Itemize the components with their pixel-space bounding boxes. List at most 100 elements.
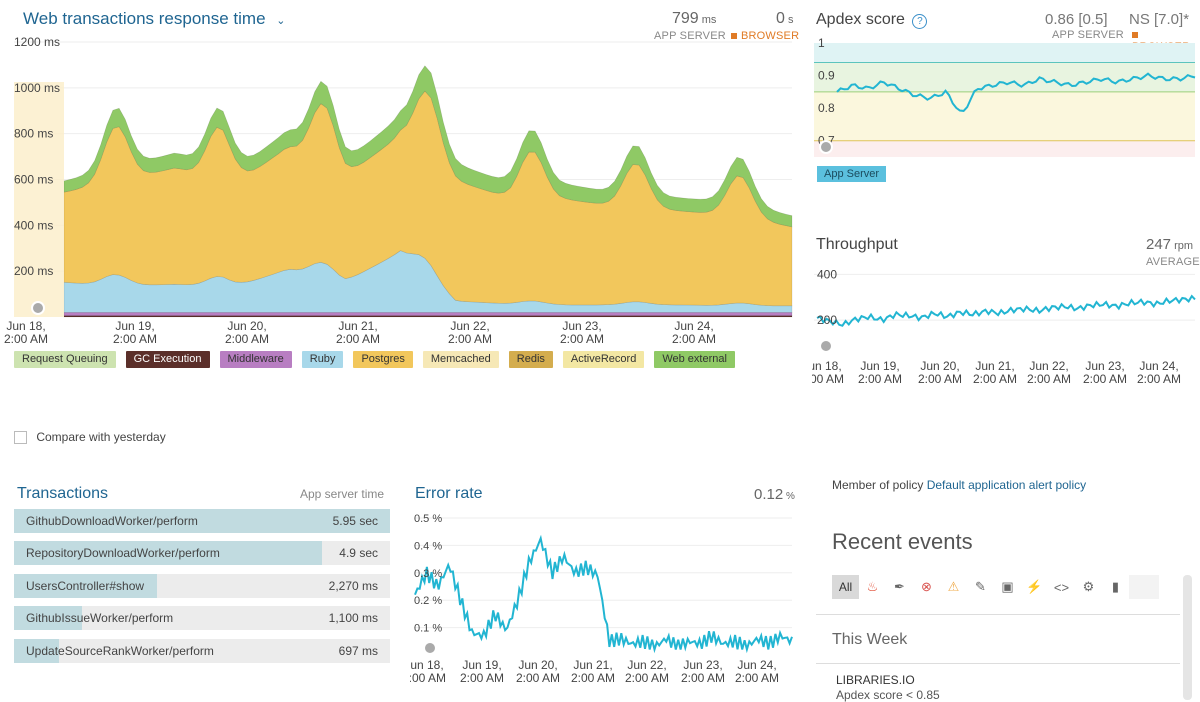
app-server-metric: 799 ms — [672, 10, 717, 27]
transaction-value: 697 ms — [338, 644, 378, 658]
this-week-heading: This Week — [832, 631, 908, 648]
toggle-knob-icon[interactable] — [31, 301, 45, 315]
legend-chip[interactable]: Middleware — [219, 351, 292, 368]
apdex-band-good — [814, 62, 1195, 92]
chevron-down-icon[interactable]: ⌄ — [276, 15, 286, 27]
x-tick-label: Jun 23, — [1085, 359, 1124, 373]
transaction-bar — [14, 574, 157, 598]
error-rate-chart[interactable]: 0.5 %0.4 %0.3 %0.2 %0.1 % Jun 18,2:00 AM… — [410, 505, 800, 695]
error-rate-value: 0.12 % — [754, 486, 795, 503]
toggle-knob-icon[interactable] — [819, 339, 833, 353]
toggle-knob-icon[interactable] — [819, 140, 833, 154]
x-tick-label: 2:00 AM — [625, 671, 669, 685]
x-tick-label: Jun 22, — [1029, 359, 1068, 373]
y-tick-label: 800 ms — [14, 127, 53, 141]
x-tick-label: 2:00 AM — [560, 332, 604, 346]
transaction-row[interactable]: UpdateSourceRankWorker/perform 697 ms — [14, 639, 390, 663]
area-middleware — [63, 312, 793, 316]
legend-chip[interactable]: Ruby — [301, 351, 344, 368]
x-tick-label: 2:00 AM — [225, 332, 269, 346]
transaction-row[interactable]: UsersController#show 2,270 ms — [14, 574, 390, 598]
y-tick-label: 0.2 % — [414, 595, 442, 607]
transaction-value: 5.95 sec — [332, 514, 378, 528]
events-scrollbar[interactable] — [1183, 575, 1192, 700]
policy-link[interactable]: Default application alert policy — [926, 478, 1087, 492]
compare-checkbox[interactable] — [14, 431, 27, 445]
x-tick-label: Jun 20, — [518, 658, 557, 672]
apdex-title: Apdex score ? — [816, 11, 928, 29]
x-tick-label: 2:00 AM — [735, 671, 779, 685]
event-filter-bar: All ♨ ✒ ⊗ ⚠ ✎ ▣ ⚡ <> ⚙ ▮ — [832, 575, 1159, 599]
transaction-row[interactable]: GithubDownloadWorker/perform 5.95 sec — [14, 509, 390, 533]
y-tick-label: 400 — [817, 267, 837, 281]
x-tick-label: Jun 24, — [737, 658, 776, 672]
y-tick-label: 1000 ms — [14, 81, 60, 95]
error-icon[interactable]: ⊗ — [921, 579, 932, 594]
legend-chip[interactable]: GC Execution — [125, 351, 210, 368]
x-tick-label: Jun 24, — [674, 319, 713, 333]
x-tick-label: Jun 21, — [338, 319, 377, 333]
legend-chip[interactable]: Postgres — [353, 351, 413, 368]
x-tick-label: 2:00 AM — [516, 671, 560, 685]
throughput-series-line — [816, 294, 1196, 327]
x-tick-label: Jun 21, — [975, 359, 1014, 373]
divider — [816, 663, 1180, 664]
bars-icon[interactable]: ▮ — [1111, 579, 1120, 594]
browser-metric: 0 s — [776, 10, 794, 27]
area-web-external — [63, 65, 793, 228]
legend-chip[interactable]: Redis — [508, 351, 553, 368]
legend-chip[interactable]: ActiveRecord — [562, 351, 645, 368]
screen-icon[interactable]: ▣ — [1001, 579, 1014, 594]
edit-icon[interactable]: ✎ — [975, 579, 986, 594]
response-time-legend: Request Queuing GC Execution Middleware Rub… — [14, 351, 735, 368]
x-tick-label: 2:00 AM — [681, 671, 725, 685]
apdex-chart[interactable]: 10.90.80.7 — [812, 35, 1200, 160]
transaction-row[interactable]: RepositoryDownloadWorker/perform 4.9 sec — [14, 541, 390, 565]
transaction-row[interactable]: GithubIssueWorker/perform 1,100 ms — [14, 606, 390, 630]
x-tick-label: 2:00 AM — [336, 332, 380, 346]
transaction-bar — [14, 606, 82, 630]
y-tick-label: 0.4 % — [414, 540, 442, 552]
transactions-title[interactable]: Transactions — [17, 485, 108, 502]
gear-icon[interactable]: ⚙ — [1082, 579, 1095, 594]
response-time-chart[interactable]: 1200 ms 1000 ms 800 ms 600 ms 400 ms 200 ms J… — [0, 30, 800, 350]
x-tick-label: Jun 18, — [6, 319, 45, 333]
x-tick-label: Jun 24, — [1139, 359, 1178, 373]
event-item-subtitle: Apdex score < 0.85 — [836, 688, 940, 702]
fire-icon[interactable]: ♨ — [866, 579, 879, 594]
y-tick-label: 1200 ms — [14, 35, 60, 49]
pin-icon[interactable]: ✒ — [894, 579, 905, 594]
legend-chip[interactable]: Request Queuing — [14, 351, 116, 368]
filter-all-button[interactable]: All — [832, 575, 859, 599]
transaction-name: UpdateSourceRankWorker/perform — [26, 644, 214, 658]
event-item-title[interactable]: LIBRARIES.IO — [836, 673, 915, 687]
x-tick-label: 2:00 AM — [973, 372, 1017, 386]
y-tick-label: 0.3 % — [414, 568, 442, 580]
transactions-column-header: App server time — [300, 487, 385, 501]
y-tick-label: 400 ms — [14, 218, 53, 232]
help-icon[interactable]: ? — [912, 14, 928, 29]
throughput-value: 247 rpm — [1146, 236, 1194, 253]
error-rate-title[interactable]: Error rate — [415, 485, 483, 502]
code-icon[interactable]: <> — [1053, 579, 1070, 595]
x-tick-label: 2:00 AM — [858, 372, 902, 386]
x-tick-label: 2:00 AM — [1083, 372, 1127, 386]
x-tick-label: Jun 21, — [573, 658, 612, 672]
speed-icon[interactable]: ⚡ — [1026, 579, 1043, 594]
policy-membership: Member of policy Default application ale… — [832, 478, 1087, 492]
y-tick-label: 200 — [817, 313, 837, 327]
x-tick-label: Jun 20, — [920, 359, 959, 373]
legend-chip[interactable]: Web external — [654, 351, 735, 368]
app-server-series-tag[interactable]: App Server — [817, 166, 887, 182]
warning-icon[interactable]: ⚠ — [947, 579, 960, 594]
x-tick-label: 2:00 AM — [410, 671, 446, 685]
x-tick-label: 2:00 AM — [4, 332, 48, 346]
x-tick-label: Jun 23, — [683, 658, 722, 672]
x-tick-label: Jun 19, — [462, 658, 501, 672]
legend-chip[interactable]: Memcached — [422, 351, 499, 368]
compare-with-yesterday[interactable]: Compare with yesterday — [14, 430, 166, 445]
response-time-title[interactable]: Web transactions response time ⌄ — [23, 9, 286, 28]
x-tick-label: 2:00 AM — [1027, 372, 1071, 386]
toggle-knob-icon[interactable] — [423, 641, 437, 655]
